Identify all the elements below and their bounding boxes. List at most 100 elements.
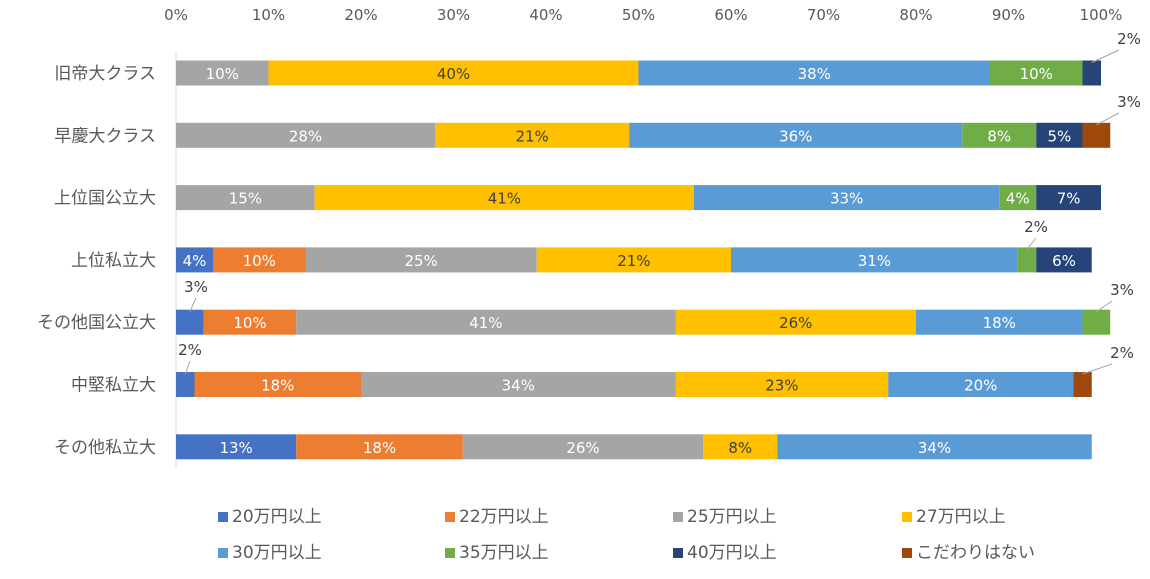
data-label: 3% bbox=[184, 278, 208, 296]
bar-segment bbox=[731, 247, 1018, 273]
data-label: 28% bbox=[289, 127, 322, 145]
data-label: 18% bbox=[983, 314, 1016, 332]
data-label: 2% bbox=[1110, 344, 1134, 362]
legend-swatch bbox=[445, 512, 455, 522]
x-tick-label: 40% bbox=[529, 6, 562, 24]
bar-segment bbox=[176, 372, 195, 397]
x-tick-label: 0% bbox=[164, 6, 188, 24]
legend-swatch bbox=[902, 512, 912, 522]
data-label-leader-line bbox=[189, 297, 197, 312]
data-label: 38% bbox=[798, 65, 831, 83]
data-label: 13% bbox=[219, 439, 252, 457]
category-label: 中堅私立大 bbox=[71, 376, 156, 396]
bar-segment bbox=[213, 247, 306, 273]
bar-segment bbox=[675, 372, 889, 397]
category-label: その他私立大 bbox=[54, 438, 156, 458]
bar-segment bbox=[462, 434, 704, 460]
category-label: 上位私立大 bbox=[71, 251, 156, 271]
legend-swatch bbox=[218, 512, 228, 522]
data-label: 41% bbox=[488, 190, 521, 208]
x-tick-label: 100% bbox=[1080, 6, 1123, 24]
legend-label: 30万円以上 bbox=[232, 543, 322, 563]
x-tick-label: 30% bbox=[437, 6, 470, 24]
data-label: 2% bbox=[178, 341, 202, 359]
data-label: 4% bbox=[1006, 190, 1030, 208]
data-label: 25% bbox=[404, 252, 437, 270]
data-label: 23% bbox=[765, 377, 798, 395]
bar-segment bbox=[1036, 122, 1083, 148]
legend-label: 22万円以上 bbox=[459, 507, 549, 527]
legend-label: 25万円以上 bbox=[687, 507, 777, 527]
bar-segment bbox=[268, 60, 639, 86]
data-label: 2% bbox=[1024, 218, 1048, 236]
bar-segment bbox=[1036, 247, 1092, 273]
bar-segment bbox=[361, 372, 676, 397]
bar-segment bbox=[536, 247, 731, 273]
data-label-leader-line bbox=[1082, 363, 1113, 375]
legend-label: 35万円以上 bbox=[459, 543, 549, 563]
bar-segment bbox=[999, 185, 1037, 211]
legend-label: 40万円以上 bbox=[687, 543, 777, 563]
data-label: 33% bbox=[830, 190, 863, 208]
bar-segment bbox=[435, 122, 630, 148]
bar-segment bbox=[1036, 185, 1101, 211]
category-label: 旧帝大クラス bbox=[54, 64, 156, 84]
data-label: 10% bbox=[1020, 65, 1053, 83]
data-label-leader-line bbox=[1096, 112, 1120, 126]
data-label: 10% bbox=[243, 252, 276, 270]
bar-segment bbox=[194, 372, 361, 397]
bar-segment bbox=[1082, 122, 1111, 148]
data-label: 10% bbox=[233, 314, 266, 332]
legend-swatch bbox=[673, 512, 683, 522]
bar-segment bbox=[296, 309, 676, 335]
x-tick-label: 20% bbox=[344, 6, 377, 24]
bar-segment bbox=[777, 434, 1092, 460]
bar-segment bbox=[203, 309, 297, 335]
data-label-leader-line bbox=[1096, 300, 1113, 313]
data-label: 15% bbox=[229, 190, 262, 208]
bar-segment bbox=[888, 372, 1074, 397]
x-tick-label: 80% bbox=[899, 6, 932, 24]
data-label: 10% bbox=[206, 65, 239, 83]
data-label: 41% bbox=[469, 314, 502, 332]
data-label: 5% bbox=[1047, 127, 1071, 145]
bar-segment bbox=[694, 185, 1000, 211]
data-label: 20% bbox=[964, 377, 997, 395]
data-label: 40% bbox=[437, 65, 470, 83]
data-label: 3% bbox=[1117, 93, 1141, 111]
data-label: 6% bbox=[1052, 252, 1076, 270]
data-label: 34% bbox=[918, 439, 951, 457]
data-label: 18% bbox=[261, 377, 294, 395]
bar-segment bbox=[990, 60, 1083, 86]
data-label: 34% bbox=[502, 377, 535, 395]
legend-label: 27万円以上 bbox=[916, 507, 1006, 527]
bar-segment bbox=[1082, 309, 1111, 335]
bar-segment bbox=[629, 122, 963, 148]
bar-segment bbox=[1082, 60, 1101, 86]
category-label: 早慶大クラス bbox=[54, 126, 156, 146]
x-tick-label: 60% bbox=[714, 6, 747, 24]
data-label: 7% bbox=[1057, 190, 1081, 208]
data-label-leader-line bbox=[1026, 237, 1037, 250]
x-tick-label: 50% bbox=[622, 6, 655, 24]
data-label: 3% bbox=[1110, 281, 1134, 299]
bar-segment bbox=[916, 309, 1083, 335]
legend-swatch bbox=[218, 548, 228, 558]
bar-segment bbox=[675, 309, 916, 335]
data-label: 26% bbox=[779, 314, 812, 332]
data-label: 21% bbox=[515, 127, 548, 145]
category-label: その他国公立大 bbox=[37, 313, 156, 333]
legend-label: 20万円以上 bbox=[232, 507, 322, 527]
data-label: 36% bbox=[779, 127, 812, 145]
bar-segment bbox=[314, 185, 694, 211]
data-label: 21% bbox=[617, 252, 650, 270]
bar-segment bbox=[176, 247, 213, 273]
bar-segment bbox=[305, 247, 537, 273]
x-tick-label: 10% bbox=[252, 6, 285, 24]
bar-segment bbox=[176, 60, 269, 86]
bar-segment bbox=[638, 60, 990, 86]
bar-segment bbox=[176, 185, 315, 211]
data-label: 26% bbox=[566, 439, 599, 457]
data-label: 4% bbox=[183, 252, 207, 270]
